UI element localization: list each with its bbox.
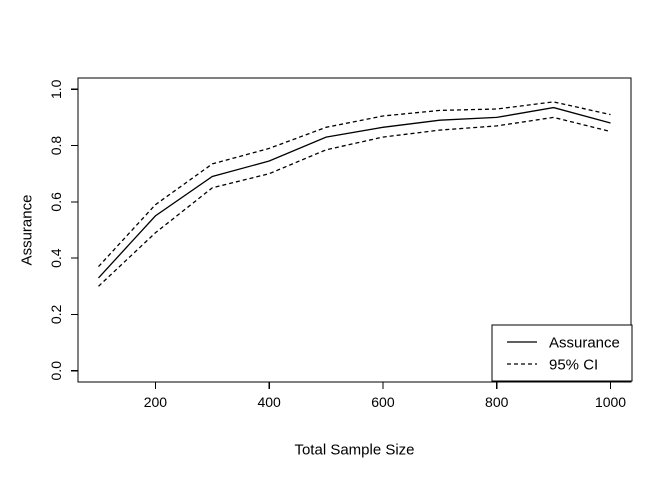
y-axis-tick-label: 0.4 bbox=[48, 248, 64, 268]
y-axis-title: Assurance bbox=[18, 195, 35, 266]
legend-entry-label: 95% CI bbox=[549, 356, 598, 373]
y-axis-tick-label: 0.2 bbox=[48, 305, 64, 325]
y-axis-tick-label: 1.0 bbox=[48, 79, 64, 99]
plot-border bbox=[77, 77, 632, 383]
y-axis-tick-label: 0.8 bbox=[48, 136, 64, 156]
x-axis-tick-label: 600 bbox=[371, 394, 395, 410]
series-line-dashed bbox=[98, 116, 611, 287]
y-axis-tick-label: 0.0 bbox=[48, 361, 64, 381]
series-line-solid bbox=[98, 106, 611, 279]
x-axis-tick-label: 1000 bbox=[595, 394, 626, 410]
legend-entry-label: Assurance bbox=[549, 334, 620, 351]
x-axis-tick-label: 800 bbox=[485, 394, 509, 410]
x-axis-title: Total Sample Size bbox=[294, 441, 414, 458]
series-line-dashed bbox=[98, 101, 611, 268]
x-axis-tick-label: 200 bbox=[144, 394, 168, 410]
x-axis-tick-label: 400 bbox=[257, 394, 281, 410]
legend-box bbox=[491, 324, 633, 382]
y-axis-tick-label: 0.6 bbox=[48, 192, 64, 212]
